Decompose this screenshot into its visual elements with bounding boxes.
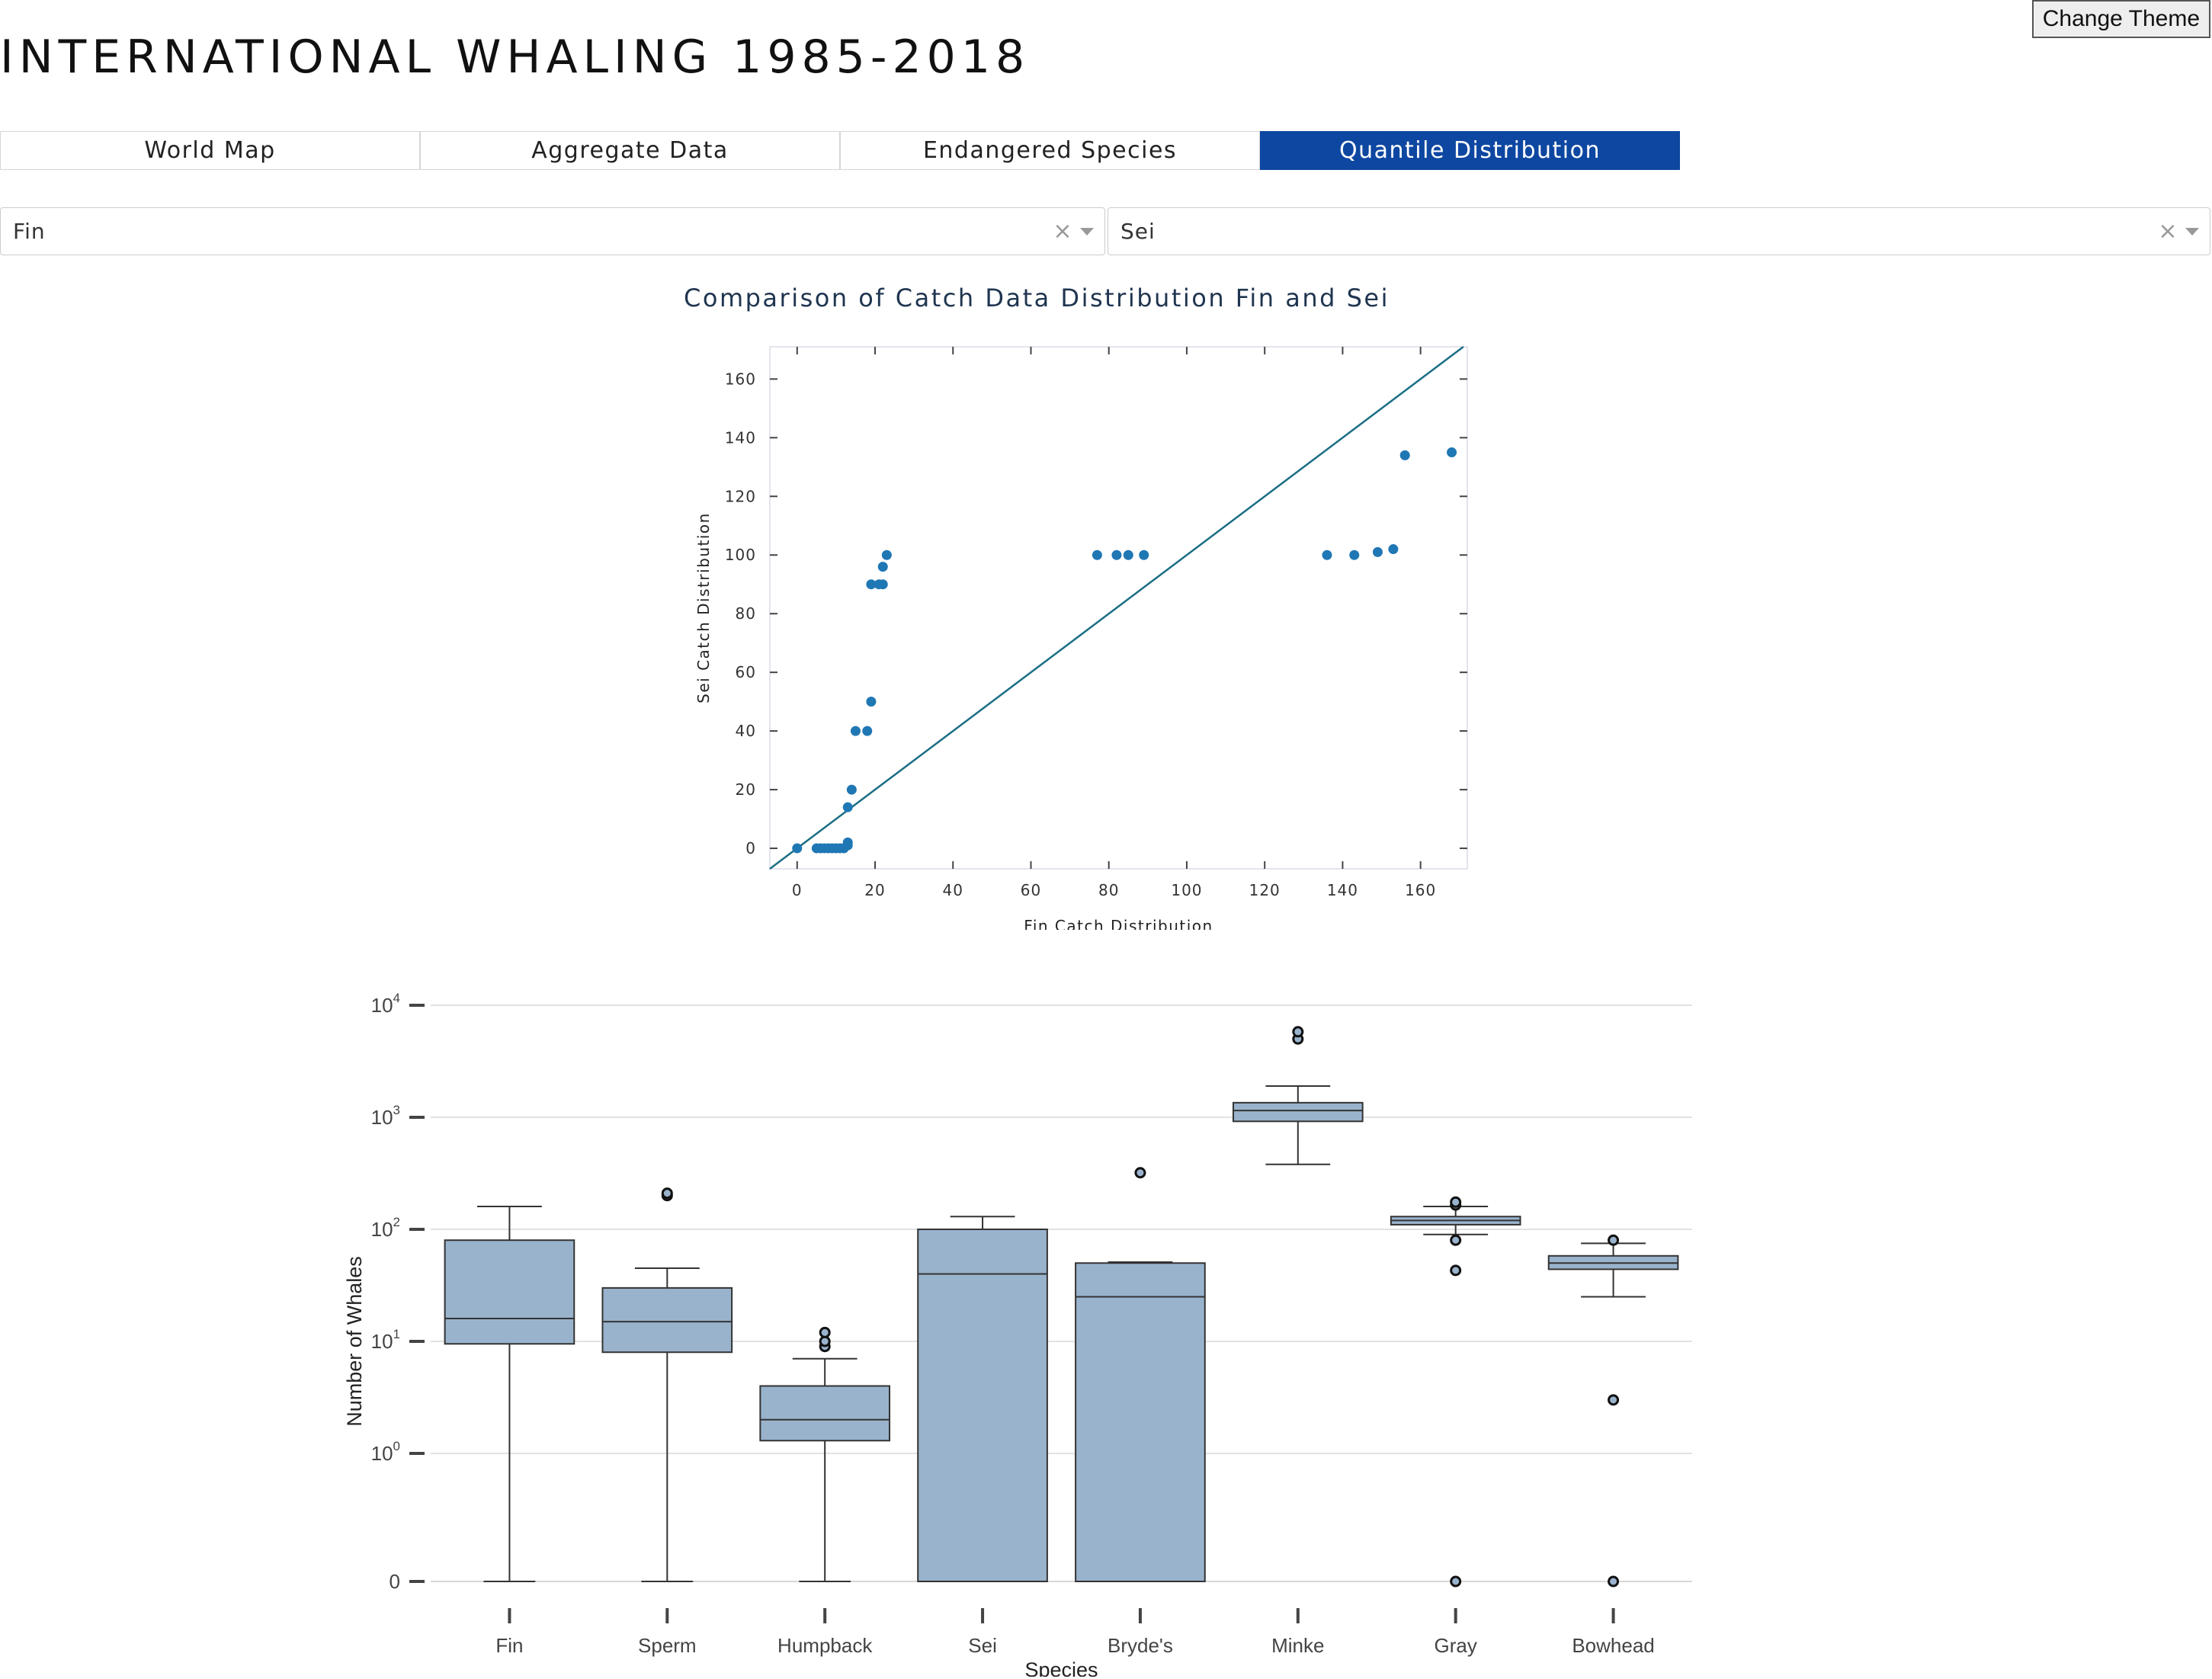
outlier-point xyxy=(1134,1167,1146,1179)
scatter-point xyxy=(866,579,877,590)
scatter-chart-title: Comparison of Catch Data Distribution Fi… xyxy=(684,284,1390,312)
scatter-point xyxy=(1092,550,1102,560)
scatter-point xyxy=(877,562,888,572)
outlier-point xyxy=(1450,1575,1462,1588)
scatter-point xyxy=(1447,447,1457,458)
x-axis-label: Fin Catch Distribution xyxy=(1024,917,1213,930)
y-tick-label: 0 xyxy=(745,839,756,857)
x-tick-label: Bryde's xyxy=(1108,1634,1173,1657)
x-tick-label: Humpback xyxy=(777,1634,873,1657)
app-title: INTERNATIONAL WHALING 1985-2018 xyxy=(0,30,1031,84)
scatter-point xyxy=(1111,550,1122,560)
y-tick-label: 160 xyxy=(725,370,756,388)
scatter-point xyxy=(881,550,892,560)
x-tick-label: 20 xyxy=(864,881,885,899)
y-tick-label: 40 xyxy=(736,722,756,740)
box xyxy=(1075,1262,1206,1582)
chevron-down-icon[interactable] xyxy=(1080,227,1094,236)
outlier-point xyxy=(1608,1575,1620,1588)
scatter-point xyxy=(862,726,873,736)
y-axis-label: Sei Catch Distribution xyxy=(694,512,713,703)
species-select-left-value: Fin xyxy=(13,219,46,244)
box xyxy=(601,1286,733,1354)
outlier-point xyxy=(1608,1234,1620,1246)
scatter-point xyxy=(866,697,877,707)
clear-icon[interactable]: × xyxy=(1053,218,1072,245)
species-select-right-value: Sei xyxy=(1120,219,1156,244)
scatter-point xyxy=(1349,550,1360,560)
x-axis-label: Species xyxy=(1024,1658,1098,1677)
x-tick-label: Sperm xyxy=(638,1634,697,1657)
x-tick-label: 160 xyxy=(1405,881,1436,899)
y-tick-label: 103 xyxy=(371,1103,400,1129)
species-box-plot: 0 100 101 102 103 104 Fin Sperm Humpback Sei Bryde… xyxy=(343,991,1692,1677)
outlier-point xyxy=(1608,1394,1620,1406)
scatter-point xyxy=(842,837,853,848)
y-tick-label: 0 xyxy=(390,1570,400,1593)
x-tick-label: Bowhead xyxy=(1572,1634,1654,1657)
outlier-point xyxy=(819,1326,831,1338)
y-tick-label: 101 xyxy=(371,1327,400,1353)
reference-line xyxy=(769,346,1464,870)
x-tick-label: Gray xyxy=(1435,1634,1477,1657)
tab-quantile-distribution[interactable]: Quantile Distribution xyxy=(1260,131,1680,170)
y-axis-label: Number of Whales xyxy=(343,1256,366,1427)
outlier-point xyxy=(1292,1026,1304,1038)
tab-aggregate-data[interactable]: Aggregate Data xyxy=(420,131,840,170)
scatter-point xyxy=(1139,550,1149,560)
scatter-point xyxy=(850,726,861,736)
x-tick-label: 60 xyxy=(1021,881,1041,899)
x-tick-label: Sei xyxy=(968,1634,997,1657)
tab-world-map[interactable]: World Map xyxy=(0,131,420,170)
chevron-down-icon[interactable] xyxy=(2185,227,2199,236)
change-theme-button[interactable]: Change Theme xyxy=(2031,0,2210,38)
y-tick-label: 80 xyxy=(736,604,756,623)
clear-icon[interactable]: × xyxy=(2158,218,2178,245)
y-tick-label: 104 xyxy=(371,991,400,1017)
x-tick-label: 140 xyxy=(1327,881,1358,899)
scatter-point xyxy=(1372,546,1383,557)
outlier-point xyxy=(1450,1264,1462,1277)
box xyxy=(444,1239,575,1345)
species-select-right[interactable]: Sei × xyxy=(1108,207,2210,255)
scatter-point xyxy=(842,802,853,812)
y-tick-label: 60 xyxy=(736,663,756,681)
y-tick-label: 20 xyxy=(736,780,756,799)
box xyxy=(1232,1101,1364,1123)
y-tick-label: 140 xyxy=(725,428,756,447)
x-tick-label: Minke xyxy=(1271,1634,1324,1657)
tab-bar: World Map Aggregate Data Endangered Spec… xyxy=(0,131,1680,171)
scatter-point xyxy=(846,784,857,795)
x-tick-label: 0 xyxy=(792,881,803,899)
y-tick-label: 100 xyxy=(371,1439,400,1465)
scatter-point xyxy=(792,843,803,854)
scatter-point xyxy=(1322,550,1332,560)
x-tick-label: Fin xyxy=(495,1634,523,1657)
outlier-point xyxy=(661,1187,673,1200)
outlier-point xyxy=(1450,1234,1462,1246)
scatter-point xyxy=(1388,544,1399,555)
x-tick-label: 100 xyxy=(1171,881,1202,899)
y-tick-label: 102 xyxy=(371,1215,400,1241)
x-tick-label: 40 xyxy=(943,881,963,899)
x-tick-label: 120 xyxy=(1249,881,1281,899)
scatter-point xyxy=(877,579,888,590)
y-tick-label: 120 xyxy=(725,487,756,505)
x-tick-label: 80 xyxy=(1098,881,1119,899)
outlier-point xyxy=(1450,1196,1462,1208)
qq-scatter-chart: 0 20 40 60 80 100 120 140 160 0 20 40 60 80 100 120 140 1… xyxy=(694,346,1468,930)
box xyxy=(917,1229,1048,1582)
tab-endangered-species[interactable]: Endangered Species xyxy=(840,131,1260,170)
y-tick-label: 100 xyxy=(725,546,756,564)
scatter-point xyxy=(1399,450,1410,460)
scatter-point xyxy=(1123,550,1133,560)
species-select-left[interactable]: Fin × xyxy=(0,207,1105,255)
box xyxy=(759,1385,891,1442)
